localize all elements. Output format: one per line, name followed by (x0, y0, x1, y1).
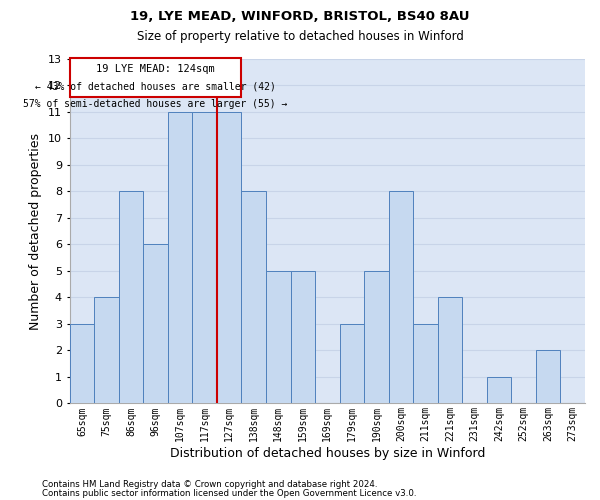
Bar (168, 112, 193, 404)
Bar (536, 350, 560, 404)
Text: 19 LYE MEAD: 124sqm: 19 LYE MEAD: 124sqm (96, 64, 215, 74)
Y-axis label: Number of detached properties: Number of detached properties (29, 132, 43, 330)
Text: Contains public sector information licensed under the Open Government Licence v3: Contains public sector information licen… (42, 488, 416, 498)
Bar (119, 192, 143, 404)
Bar (193, 112, 217, 404)
Bar (143, 244, 168, 404)
Bar (364, 271, 389, 404)
Text: ← 43% of detached houses are smaller (42): ← 43% of detached houses are smaller (42… (35, 82, 276, 92)
X-axis label: Distribution of detached houses by size in Winford: Distribution of detached houses by size … (170, 447, 485, 460)
Text: Contains HM Land Registry data © Crown copyright and database right 2024.: Contains HM Land Registry data © Crown c… (42, 480, 377, 489)
Text: Size of property relative to detached houses in Winford: Size of property relative to detached ho… (137, 30, 463, 43)
Bar (340, 324, 364, 404)
Bar (217, 112, 241, 404)
Text: 57% of semi-detached houses are larger (55) →: 57% of semi-detached houses are larger (… (23, 100, 288, 110)
FancyBboxPatch shape (70, 58, 241, 98)
Text: 19, LYE MEAD, WINFORD, BRISTOL, BS40 8AU: 19, LYE MEAD, WINFORD, BRISTOL, BS40 8AU (130, 10, 470, 23)
Bar (487, 377, 511, 404)
Bar (290, 271, 315, 404)
Bar (94, 298, 119, 404)
Bar (438, 298, 463, 404)
Bar (413, 324, 438, 404)
Bar (241, 192, 266, 404)
Bar (266, 271, 290, 404)
Bar (389, 192, 413, 404)
Bar (70, 324, 94, 404)
